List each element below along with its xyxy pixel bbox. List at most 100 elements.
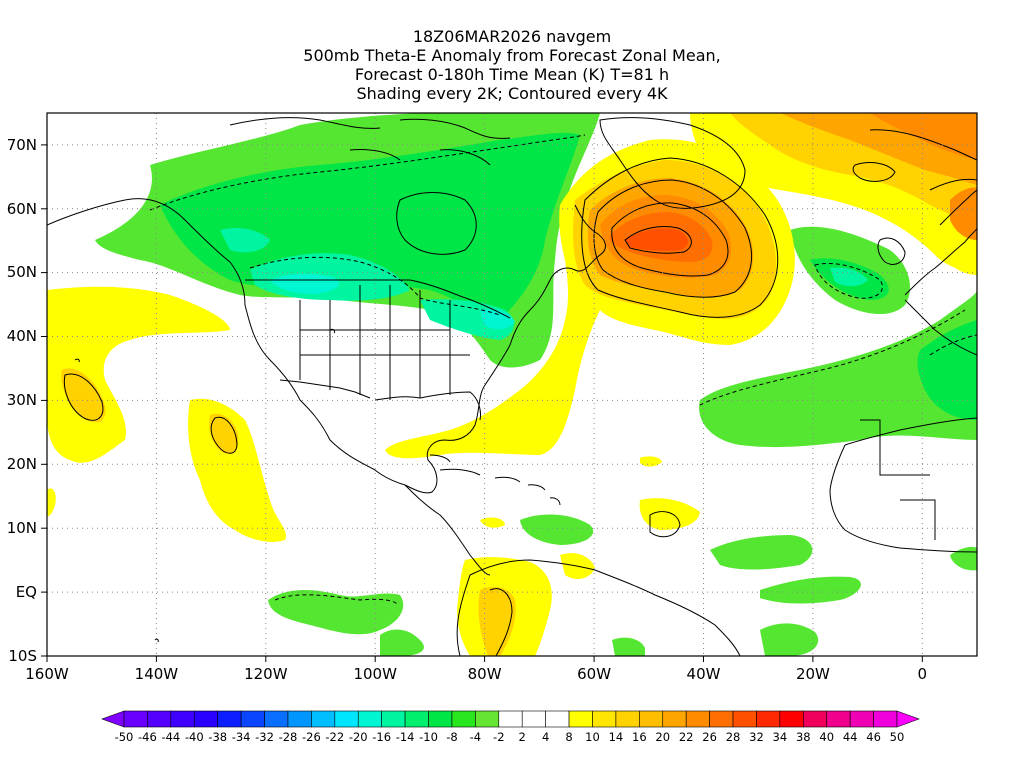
colorbar-swatch xyxy=(334,710,359,728)
colorbar-label: -46 xyxy=(138,730,157,744)
colorbar-swatch xyxy=(193,710,218,728)
colorbar-label: 2 xyxy=(519,730,526,744)
title-line-2: 500mb Theta-E Anomaly from Forecast Zona… xyxy=(303,46,721,65)
colorbar-swatch xyxy=(240,710,265,728)
lat-tick-label: 20N xyxy=(7,455,37,473)
colorbar-label: 40 xyxy=(819,730,834,744)
colorbar-swatch xyxy=(732,710,757,728)
colorbar-swatch xyxy=(685,710,710,728)
colorbar-swatch xyxy=(264,710,289,728)
us-state-lines xyxy=(299,285,470,400)
colorbar-swatch xyxy=(428,710,453,728)
canada-arctic-islands xyxy=(229,117,511,166)
colorbar-swatch xyxy=(357,710,382,728)
colorbar-swatch xyxy=(592,710,617,728)
colorbar-swatch xyxy=(849,710,874,728)
colorbar-arrow-high xyxy=(896,710,920,728)
colorbar-swatch xyxy=(381,710,406,728)
colorbar-label: -34 xyxy=(232,730,251,744)
colorbar-label: 4 xyxy=(542,730,549,744)
map-plot-area xyxy=(47,113,977,656)
lat-tick-label: EQ xyxy=(16,583,37,601)
colorbar-label: 50 xyxy=(890,730,905,744)
title-line-3: Forecast 0-180h Time Mean (K) T=81 h xyxy=(354,65,670,84)
colorbar-swatch xyxy=(568,710,593,728)
colorbar-label: 22 xyxy=(679,730,694,744)
colorbar-swatch xyxy=(123,710,148,728)
colorbar-swatch xyxy=(709,710,734,728)
hudson-bay xyxy=(396,192,477,255)
lon-tick-label: 40W xyxy=(687,665,721,683)
colorbar-label: -44 xyxy=(161,730,180,744)
colorbar-swatch xyxy=(404,710,429,728)
colorbar-swatch xyxy=(521,710,546,728)
map-frame xyxy=(46,112,978,657)
colorbar-label: -22 xyxy=(325,730,344,744)
colorbar-arrow-low xyxy=(101,710,125,728)
colorbar-label: 38 xyxy=(796,730,811,744)
colorbar-label: 16 xyxy=(632,730,647,744)
colorbar-swatch xyxy=(662,710,687,728)
colorbar-swatch xyxy=(545,710,570,728)
lon-tick-label: 20W xyxy=(796,665,830,683)
colorbar-label: -38 xyxy=(208,730,227,744)
negative-contours xyxy=(149,134,977,606)
us-canada-border xyxy=(245,279,511,319)
colorbar-swatch xyxy=(217,710,242,728)
colorbar-swatch xyxy=(615,710,640,728)
colorbar-swatch xyxy=(475,710,500,728)
colorbar-label: 34 xyxy=(773,730,788,744)
lon-tick-label: 160W xyxy=(25,665,69,683)
lat-lon-grid xyxy=(47,113,977,656)
colorbar-label: -28 xyxy=(279,730,298,744)
colorbar-label: 26 xyxy=(702,730,717,744)
colorbar-label: 28 xyxy=(726,730,741,744)
colorbar-label: 20 xyxy=(655,730,670,744)
colorbar: -50 -46 -44 -40 -38 -34 -32 -28 -26 -22 -20 -16 -14-… xyxy=(101,710,920,744)
colorbar-swatch xyxy=(756,710,781,728)
lat-tick-label: 60N xyxy=(7,200,37,218)
colorbar-label: -26 xyxy=(302,730,321,744)
colorbar-label: -4 xyxy=(470,730,481,744)
iceland xyxy=(852,162,896,182)
colorbar-label: -8 xyxy=(446,730,457,744)
north-america-coast xyxy=(47,198,606,494)
colorbar-swatch xyxy=(639,710,664,728)
colorbar-swatch xyxy=(498,710,523,728)
colorbar-label: -16 xyxy=(372,730,391,744)
colorbar-swatch xyxy=(147,710,172,728)
colorbar-label: -10 xyxy=(419,730,438,744)
colorbar-swatch xyxy=(826,710,851,728)
colorbar-swatch xyxy=(287,710,312,728)
lon-tick-label: 0 xyxy=(918,665,928,683)
colorbar-label: -14 xyxy=(396,730,415,744)
colorbar-label: 10 xyxy=(585,730,600,744)
colorbar-label: 8 xyxy=(565,730,572,744)
pacific-islands xyxy=(74,328,336,643)
lat-tick-label: 30N xyxy=(7,391,37,409)
colorbar-swatch xyxy=(803,710,828,728)
colorbar-label: 14 xyxy=(609,730,624,744)
anomaly-contours xyxy=(63,129,977,656)
lon-tick-label: 80W xyxy=(468,665,502,683)
colorbar-label: -2 xyxy=(493,730,504,744)
map-title-block: 18Z06MAR2026 navgem 500mb Theta-E Anomal… xyxy=(0,27,1024,103)
south-america-coast xyxy=(456,559,741,656)
lon-axis: 160W 140W 120W 100W 80W 60W 40W 20W 0 xyxy=(25,656,927,683)
title-line-4: Shading every 2K; Contoured every 4K xyxy=(356,84,668,103)
lat-tick-label: 10N xyxy=(7,519,37,537)
lat-axis: 10S EQ 10N 20N 30N 40N 50N 60N 70N xyxy=(7,136,47,665)
lat-tick-label: 40N xyxy=(7,327,37,345)
positive-anomaly-red xyxy=(625,228,689,251)
colorbar-label: 44 xyxy=(843,730,858,744)
negative-anomaly-cyan xyxy=(270,273,515,330)
lon-tick-label: 140W xyxy=(135,665,179,683)
colorbar-swatch xyxy=(170,710,195,728)
gulf-mexico-coast xyxy=(374,391,481,421)
europe-coast xyxy=(877,189,977,356)
lon-tick-label: 100W xyxy=(353,665,397,683)
lon-tick-label: 120W xyxy=(244,665,288,683)
colorbar-swatch xyxy=(451,710,476,728)
lat-tick-label: 50N xyxy=(7,263,37,281)
